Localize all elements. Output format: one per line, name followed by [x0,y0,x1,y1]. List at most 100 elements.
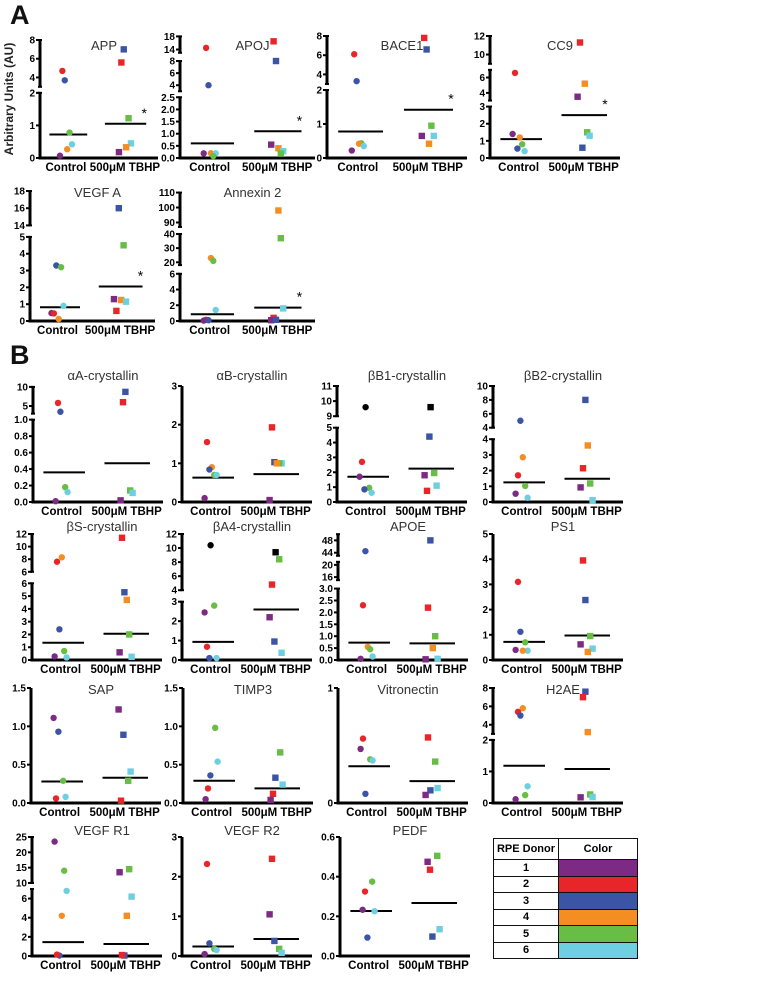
y-tick-label: 1 [29,121,35,132]
control-point-donor-6 [63,887,70,895]
control-point-donor-1 [512,490,519,497]
y-tick-label: 44 [322,548,334,559]
tbhp-point-donor-1 [115,706,122,713]
control-point-donor-1 [357,745,364,753]
y-tick-label: 0 [29,154,35,165]
y-tick-label: 8 [482,684,488,695]
x-tick-label: 500μM TBHP [241,807,312,819]
tbhp-point-donor-4 [273,460,280,467]
tbhp-point-donor-3 [429,933,436,940]
control-point-donor-5 [369,878,376,885]
x-tick-label: Control [501,506,542,518]
panel--a-crystallin: αA-crystallin 0.0 0.2 0.4 0.6 0.8 1.0 5 10 Contro… [14,368,163,518]
y-tick-label: 1.0 [14,415,28,426]
y-tick-label: 2 [21,630,27,641]
y-tick-label: 2 [316,86,322,97]
legend-row: 2 [493,875,638,893]
x-tick-label: Control [39,807,80,819]
control-point-donor-2 [358,458,366,466]
significance-asterisk: * [602,96,608,112]
control-point-donor-1 [201,609,208,616]
tbhp-point-donor-1 [418,132,425,140]
control-point-donor-4 [519,647,526,654]
control-point-donor-3 [517,712,524,719]
control-point-donor-2 [203,438,211,446]
x-tick-label: Control [46,162,87,174]
control-point-donor-1 [51,838,58,845]
tbhp-point-donor-4 [425,140,433,147]
y-tick-label: 0.0 [161,154,175,165]
y-tick-label: 8 [169,57,175,68]
x-tick-label: Control [191,807,232,819]
y-tick-label: 3 [171,833,177,844]
x-tick-label: 500μM TBHP [242,325,313,337]
legend-row: 6 [493,941,638,959]
control-point-donor-5 [60,867,68,874]
tbhp-point-donor-2 [268,424,276,431]
control-point-donor-5 [522,639,529,646]
y-tick-label: 4 [169,285,175,296]
tbhp-point-donor-1 [577,794,584,801]
y-tick-label: 0.0 [164,799,178,810]
control-point-donor-6 [64,488,71,496]
control-point-donor-4 [355,140,363,147]
tbhp-point-donor-4 [581,80,588,87]
x-tick-label: Control [501,807,542,819]
control-point-donor-3 [206,466,213,473]
y-tick-label: 20 [322,560,334,571]
y-tick-label: 1 [19,300,25,311]
x-tick-label: 500μM TBHP [89,807,160,819]
control-point-donor-2 [52,795,60,802]
x-tick-label: Control [189,325,230,337]
x-tick-label: 500μM TBHP [90,162,161,174]
tbhp-point-donor-1 [268,141,275,148]
legend-donor-id: 4 [493,908,559,926]
y-tick-label: 0 [171,952,177,963]
x-tick-label: 500μM TBHP [548,162,619,174]
y-tick-label: 1.5 [161,117,175,128]
tbhp-point-donor-2 [579,557,587,564]
tbhp-point-donor-1 [117,497,124,504]
y-tick-label: 4 [482,720,488,731]
panel-title: SAP [88,682,114,697]
tbhp-point-donor-4 [584,648,591,656]
tbhp-point-donor-5 [431,469,438,477]
tbhp-point-donor-3 [427,537,434,544]
control-point-donor-6 [524,494,531,501]
control-point-donor-2 [514,578,522,586]
panel-title: βB2-crystallin [524,368,602,383]
y-tick-label: 5 [21,592,27,603]
y-tick-label: 5 [482,530,488,541]
y-tick-label: 0.5 [12,760,26,771]
tbhp-point-donor-1 [116,869,123,876]
y-tick-label: 1.0 [161,129,175,140]
y-tick-label: 20 [16,848,28,859]
y-tick-label: 0 [327,799,333,810]
y-tick-label: 0.4 [14,465,28,476]
tbhp-point-donor-4 [122,144,130,151]
x-tick-label: Control [189,162,230,174]
y-tick-label: 6 [171,572,177,583]
y-tick-label: 5 [22,402,28,413]
x-tick-label: 500μM TBHP [551,506,622,518]
y-tick-label: 6 [482,409,488,420]
x-tick-label: 500μM TBHP [551,807,622,819]
control-point-donor-3 [207,772,214,779]
tbhp-point-donor-6 [279,781,286,788]
tbhp-point-donor-1 [421,472,428,479]
control-point-donor-3 [364,934,371,941]
y-tick-label: 2 [326,468,332,479]
panel-title: TIMP3 [234,682,272,697]
tbhp-point-donor-6 [128,653,135,661]
tbhp-point-donor-6 [127,768,134,775]
control-point-donor-6 [369,653,376,660]
legend-donor-id: 5 [493,925,559,943]
tbhp-point-donor-6 [586,132,593,139]
y-tick-label: 16 [322,573,334,584]
tbhp-point-donor-1 [422,656,429,663]
y-tick-label: 6 [316,51,322,62]
y-tick-label: 4 [482,435,488,446]
y-tick-label: 12 [16,530,28,541]
y-tick-label: 90 [164,218,176,229]
y-tick-label: 1 [326,483,332,494]
